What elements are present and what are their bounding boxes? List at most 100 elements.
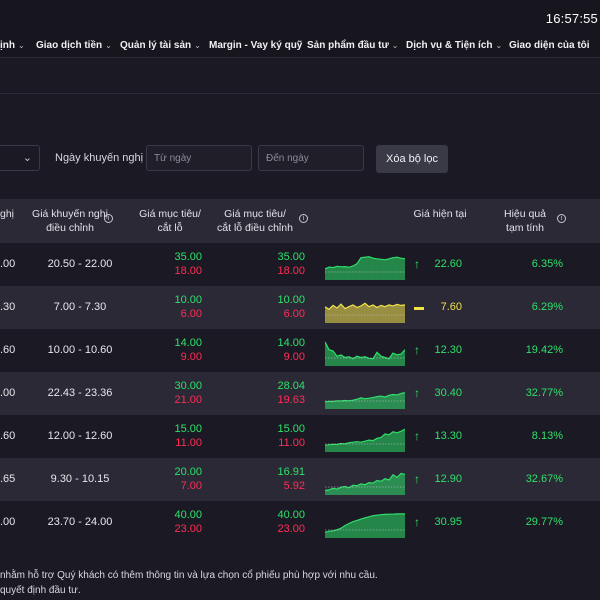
cell-target-stop: 14.00 9.00 [150, 336, 202, 364]
filter-select[interactable]: ⌄ [0, 145, 40, 171]
top-bar: 16:57:55 [0, 0, 600, 36]
footnote-line-1: nhằm hỗ trợ Quý khách có thêm thông tin … [0, 570, 378, 581]
price-sparkline [325, 428, 405, 452]
cell-prev-recommend: .00 [0, 387, 16, 399]
recommend-date-label: Ngày khuyến nghị [55, 152, 144, 164]
nav-item-investment-products[interactable]: Sản phẩm đầu tư ⌄ [307, 40, 398, 51]
table-row[interactable]: .30 7.00 - 7.30 10.00 6.00 10.00 6.00 7.60 6.29… [0, 286, 600, 329]
arrow-up-icon: ↑ [414, 257, 420, 271]
cell-target-stop: 40.00 23.00 [150, 508, 202, 536]
current-price: 22.60 [434, 258, 462, 270]
table-row[interactable]: .60 10.00 - 10.60 14.00 9.00 14.00 9.00 ↑ 12.30… [0, 329, 600, 372]
arrow-up-icon: ↑ [414, 429, 420, 443]
clear-filter-button[interactable]: Xóa bộ lọc [376, 145, 448, 173]
current-price: 30.40 [434, 387, 462, 399]
nav-item-asset-management[interactable]: Quản lý tài sản ⌄ [120, 40, 201, 51]
table-row[interactable]: .60 12.00 - 12.60 15.00 11.00 15.00 11.00 ↑ 13.… [0, 415, 600, 458]
header-text: điều chỉnh [46, 222, 94, 234]
performance-value: 32.67% [525, 473, 563, 485]
table-row[interactable]: .00 22.43 - 23.36 30.00 21.00 28.04 19.63 ↑ 30.… [0, 372, 600, 415]
info-icon[interactable]: i [557, 214, 566, 223]
price-sparkline [325, 472, 405, 495]
sparkline-line [325, 341, 405, 360]
sparkline-line [325, 302, 405, 311]
cell-target-stop-adjusted: 15.00 11.00 [255, 422, 305, 450]
arrow-up-icon: ↑ [414, 472, 420, 486]
performance-value: 6.35% [531, 258, 563, 270]
target-price: 20.00 [174, 466, 202, 478]
nav-item-margin[interactable]: Margin - Vay ký quỹ [209, 40, 302, 51]
sparkline-area [325, 303, 405, 323]
target-price-adjusted: 35.00 [277, 251, 305, 263]
footnote-line-2: quyết định đầu tư. [0, 585, 81, 596]
nav-item-label: Giao diện của tôi [509, 40, 590, 51]
target-price: 15.00 [174, 423, 202, 435]
nav-item-my-interface[interactable]: Giao diện của tôi [509, 40, 590, 51]
info-icon[interactable]: i [104, 214, 113, 223]
sparkline-area [325, 429, 405, 452]
cell-target-stop-adjusted: 28.04 19.63 [255, 379, 305, 407]
target-price: 30.00 [174, 380, 202, 392]
sparkline-line [325, 513, 405, 533]
performance-value: 19.42% [525, 344, 563, 356]
stop-loss-price: 21.00 [174, 394, 202, 406]
target-price-adjusted: 16.91 [277, 466, 305, 478]
header-performance: Hiệu quả tạm tính [495, 207, 555, 235]
header-target-stop: Giá mục tiêu/ cắt lỗ [128, 207, 212, 235]
cell-recommend-range: 9.30 - 10.15 [50, 473, 110, 485]
table-row[interactable]: .00 20.50 - 22.00 35.00 18.00 35.00 18.00 ↑ 22.… [0, 243, 600, 286]
nav-item-services[interactable]: Dịch vụ & Tiện ích ⌄ [406, 40, 502, 51]
arrow-up-icon: ↑ [414, 386, 420, 400]
target-price: 14.00 [174, 337, 202, 349]
nav-item-partial[interactable]: ịnh ⌄ [0, 40, 25, 51]
cell-prev-recommend: .00 [0, 258, 16, 270]
cell-target-stop: 30.00 21.00 [150, 379, 202, 407]
chevron-down-icon: ⌄ [105, 41, 112, 50]
price-sparkline [325, 341, 405, 366]
nav-item-label: Giao dịch tiền [36, 40, 103, 51]
nav-item-cash-trading[interactable]: Giao dịch tiền ⌄ [36, 40, 112, 51]
cell-recommend-range: 22.43 - 23.36 [47, 387, 113, 399]
stop-loss-price: 11.00 [175, 437, 202, 449]
nav-item-label: ịnh [0, 40, 15, 51]
cell-target-stop-adjusted: 16.91 5.92 [255, 465, 305, 493]
filter-row: ⌄ Ngày khuyến nghị Xóa bộ lọc [0, 145, 600, 173]
target-price: 35.00 [174, 251, 202, 263]
stop-loss-price-adjusted: 18.00 [277, 265, 305, 277]
header-text: cắt lỗ điều chỉnh [217, 222, 293, 234]
to-date-input[interactable] [258, 145, 364, 171]
cell-target-stop-adjusted: 40.00 23.00 [255, 508, 305, 536]
toolbar-band [0, 58, 600, 94]
table-row[interactable]: .00 23.70 - 24.00 40.00 23.00 40.00 23.00 ↑ 30.… [0, 501, 600, 544]
cell-prev-recommend: .65 [0, 473, 16, 485]
performance-value: 32.77% [525, 387, 563, 399]
header-target-stop-adjusted: Giá mục tiêu/ cắt lỗ điều chỉnh [212, 207, 298, 235]
chevron-down-icon: ⌄ [495, 41, 503, 50]
cell-recommend-range: 10.00 - 10.60 [47, 344, 113, 356]
header-text: Giá mục tiêu/ [224, 208, 286, 220]
target-price-adjusted: 10.00 [277, 294, 305, 306]
stop-loss-price-adjusted: 23.00 [277, 523, 305, 535]
from-date-input[interactable] [146, 145, 252, 171]
target-price-adjusted: 28.04 [277, 380, 305, 392]
header-recommend-range-adjusted: Giá khuyến nghị điều chỉnh [20, 207, 120, 235]
stop-loss-price-adjusted: 19.63 [277, 394, 305, 406]
cell-target-stop-adjusted: 35.00 18.00 [255, 250, 305, 278]
header-text: Giá khuyến nghị [32, 208, 108, 220]
flat-dash-icon [414, 307, 424, 310]
cell-prev-recommend: .60 [0, 430, 16, 442]
stop-loss-price-adjusted: 11.00 [278, 437, 305, 449]
nav-item-label: Dịch vụ & Tiện ích [406, 40, 493, 51]
table-row[interactable]: .65 9.30 - 10.15 20.00 7.00 16.91 5.92 ↑ 12.90 3… [0, 458, 600, 501]
cell-recommend-range: 7.00 - 7.30 [53, 301, 107, 313]
arrow-up-icon: ↑ [414, 343, 420, 357]
cell-target-stop: 35.00 18.00 [150, 250, 202, 278]
cell-target-stop: 15.00 11.00 [150, 422, 202, 450]
header-text: Giá hiện tại [413, 208, 467, 220]
info-icon[interactable]: i [299, 214, 308, 223]
chevron-down-icon: ⌄ [18, 41, 25, 50]
stop-loss-price: 23.00 [174, 523, 202, 535]
header-text: Giá mục tiêu/ [139, 208, 201, 220]
nav-item-label: Sản phẩm đầu tư [307, 40, 389, 51]
cell-prev-recommend: .60 [0, 344, 16, 356]
